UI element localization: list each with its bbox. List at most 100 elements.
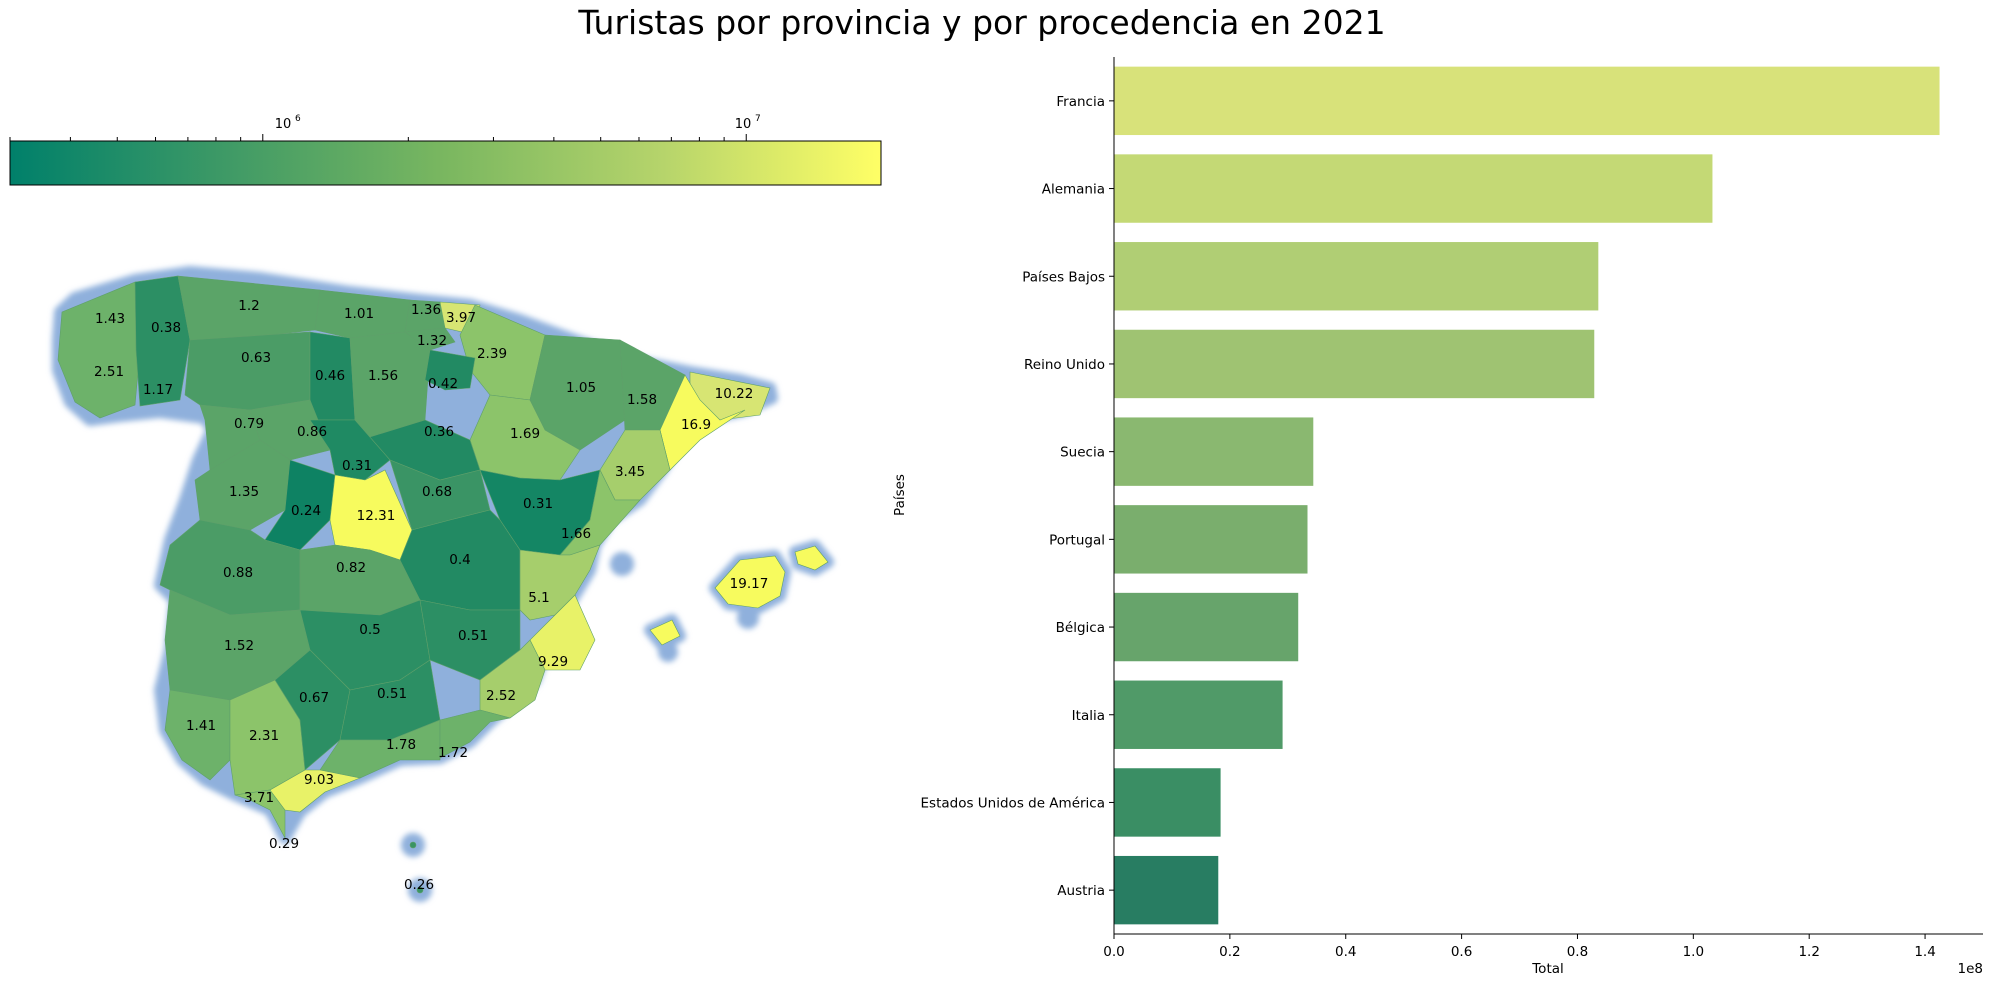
province-value-label: 0.63 [241, 350, 271, 366]
province-value-label: 0.86 [297, 424, 327, 440]
province-value-label: 0.36 [424, 424, 454, 440]
x-tick-label: 0.0 [1103, 944, 1124, 960]
province-value-label: 10.22 [715, 386, 754, 402]
x-tick-label: 1.2 [1798, 944, 1819, 960]
region-valladolid [249, 399, 331, 461]
region-salamanca [194, 439, 291, 531]
bar-series [1114, 66, 1940, 925]
province-value-label: 0.88 [223, 565, 253, 581]
province-value-label: 0.68 [422, 484, 452, 500]
bar [1114, 592, 1299, 662]
region-menorca [794, 545, 829, 571]
province-value-label: 1.05 [566, 380, 596, 396]
province-value-label: 2.31 [249, 728, 279, 744]
province-value-label: 0.46 [315, 368, 345, 384]
province-value-label: 1.01 [344, 306, 374, 322]
x-tick-label: 0.4 [1335, 944, 1356, 960]
bar-chart-y-axis-label: Países [892, 474, 908, 516]
region-ceuta [409, 841, 417, 849]
province-value-label: 0.24 [291, 503, 321, 519]
province-value-label: 2.52 [486, 688, 516, 704]
bar [1114, 417, 1314, 486]
province-value-label: 0.51 [377, 686, 407, 702]
bar [1114, 768, 1221, 837]
colorbar-label-1e7-exp: 7 [755, 114, 761, 124]
province-value-label: 0.38 [151, 320, 181, 336]
province-value-label: 1.72 [438, 745, 468, 761]
bar [1114, 154, 1713, 223]
province-value-label: 0.5 [359, 622, 380, 638]
province-value-label: 2.39 [477, 346, 507, 362]
spain-map: 1.43 0.38 1.2 1.01 1.36 3.97 1.32 2.39 2.51 1.17 0… [52, 266, 834, 902]
province-value-label: 1.35 [229, 484, 259, 500]
region-valencia [519, 544, 601, 621]
province-value-label: 1.69 [510, 426, 540, 442]
colorbar: 10 6 10 7 [9, 114, 882, 186]
bar [1114, 329, 1595, 399]
y-tick-label: Países Bajos [1022, 269, 1105, 285]
province-value-label: 3.97 [446, 310, 476, 326]
x-tick-label: 0.6 [1451, 944, 1472, 960]
y-tick-label: Italia [1072, 708, 1105, 724]
colorbar-major-label-1e6: 10 6 [275, 114, 301, 132]
province-value-label: 0.31 [523, 496, 553, 512]
region-alava [404, 327, 456, 351]
x-tick-label: 1.0 [1683, 944, 1704, 960]
region-rioja [424, 349, 476, 391]
province-value-label: 9.29 [538, 654, 568, 670]
y-tick-label: Bélgica [1056, 620, 1105, 636]
bar-chart-offset-text: 1e8 [1958, 961, 1983, 977]
y-tick-label: Alemania [1042, 182, 1105, 198]
region-ibiza [649, 619, 681, 646]
colorbar-label-1e7-base: 10 [735, 117, 752, 132]
bar [1114, 505, 1308, 574]
province-value-label: 2.51 [94, 364, 124, 380]
y-tick-label: Estados Unidos de América [921, 795, 1105, 811]
province-value-label: 0.51 [458, 628, 488, 644]
province-value-label: 1.66 [561, 526, 591, 542]
bar [1114, 855, 1219, 925]
region-malaga [269, 769, 362, 813]
province-value-label: 1.36 [411, 302, 441, 318]
x-tick-label: 0.2 [1219, 944, 1240, 960]
province-value-label: 19.17 [730, 576, 769, 592]
x-tick-label: 0.8 [1567, 944, 1588, 960]
region-huelva [164, 689, 231, 781]
province-value-label: 5.1 [528, 590, 549, 606]
province-value-label: 16.9 [681, 417, 711, 433]
colorbar-label-1e6-base: 10 [275, 117, 292, 132]
y-tick-label: Suecia [1060, 445, 1105, 461]
province-value-label: 1.17 [143, 382, 173, 398]
bar [1114, 66, 1940, 136]
province-regions [57, 275, 829, 894]
bar-chart-x-ticks: 0.0 0.2 0.4 0.6 0.8 1.0 1.2 1.4 [1103, 934, 1936, 960]
province-value-label: 3.45 [615, 464, 645, 480]
province-value-label: 12.31 [357, 508, 396, 524]
province-value-label: 1.58 [627, 392, 657, 408]
province-value-label: 1.2 [238, 298, 259, 314]
colorbar-gradient [9, 140, 882, 186]
colorbar-ticks [9, 134, 747, 141]
colorbar-label-1e6-exp: 6 [295, 114, 301, 124]
y-tick-label: Reino Unido [1024, 357, 1105, 373]
y-tick-label: Austria [1057, 883, 1105, 899]
province-value-label: 0.26 [404, 877, 434, 893]
bar-chart-x-axis-label: Total [1531, 961, 1564, 977]
province-value-label: 3.71 [244, 790, 274, 806]
bar-chart-y-tick-labels: Francia Alemania Países Bajos Reino Unido Su… [921, 94, 1114, 899]
province-labels: 1.43 0.38 1.2 1.01 1.36 3.97 1.32 2.39 2.51 1.17 0… [94, 298, 768, 893]
province-value-label: 0.67 [299, 690, 329, 706]
region-melilla [416, 886, 424, 894]
region-almeria [439, 709, 511, 759]
colorbar-major-label-1e7: 10 7 [735, 114, 761, 132]
province-value-label: 0.82 [336, 560, 366, 576]
region-mallorca [714, 555, 786, 609]
province-value-label: 1.32 [417, 333, 447, 349]
bar [1114, 242, 1599, 311]
province-value-label: 0.42 [428, 376, 458, 392]
province-value-label: 1.41 [186, 718, 216, 734]
bar [1114, 680, 1283, 749]
province-value-label: 1.56 [368, 368, 398, 384]
bar-chart: Francia Alemania Países Bajos Reino Unido Su… [892, 57, 1983, 977]
